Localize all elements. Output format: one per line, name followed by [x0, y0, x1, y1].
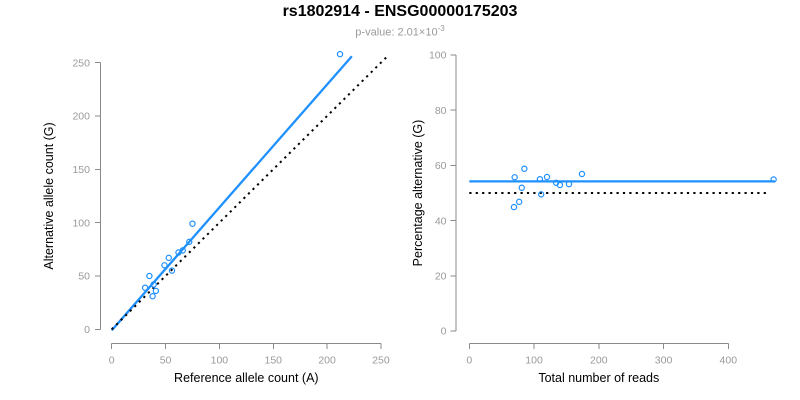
data-point — [149, 293, 156, 300]
data-point — [518, 184, 525, 191]
y-tick-label: 60 — [435, 160, 447, 172]
data-point — [161, 262, 168, 269]
x-tick-label: 250 — [372, 354, 390, 366]
data-point — [189, 220, 196, 227]
x-tick-label: 0 — [109, 354, 115, 366]
scatter-panel-left: 0 50 100 150 200 250 0 50 100 150 200 250 Reference … — [42, 50, 390, 385]
data-point — [141, 284, 149, 291]
data-point — [770, 176, 777, 183]
x-tick-label: 150 — [264, 354, 282, 366]
data-point — [336, 50, 344, 58]
data-point — [165, 254, 172, 262]
data-point — [168, 267, 176, 274]
x-tick-label: 50 — [160, 354, 172, 366]
pvalue-label: p-value: — [355, 26, 398, 39]
data-point — [510, 203, 518, 211]
data-point — [152, 287, 160, 295]
x-tick-label: 0 — [466, 354, 472, 366]
y-tick-label: 0 — [441, 326, 447, 338]
data-point — [511, 174, 518, 181]
y-axis-title: Alternative allele count (G) — [42, 122, 56, 269]
figure-title: rs1802914 - ENSG00000175203 — [282, 3, 518, 20]
x-tick-label: 400 — [720, 354, 738, 366]
y-axis-title: Percentage alternative (G) — [411, 120, 425, 267]
y-tick-label: 150 — [72, 164, 90, 176]
data-point — [146, 272, 153, 280]
data-point — [537, 191, 545, 198]
data-point — [578, 170, 586, 178]
y-tick-label: 40 — [435, 215, 447, 227]
x-tick-label: 100 — [211, 354, 229, 366]
data-point — [186, 238, 193, 246]
data-point — [536, 175, 544, 183]
y-tick-label: 50 — [78, 271, 90, 283]
x-tick-label: 200 — [318, 354, 336, 366]
y-tick-label: 80 — [435, 105, 447, 117]
regression-line — [110, 55, 353, 332]
x-tick-label: 100 — [525, 354, 543, 366]
data-point — [565, 180, 573, 188]
y-tick-label: 200 — [72, 111, 90, 123]
y-tick-label: 100 — [72, 217, 90, 229]
data-point — [521, 165, 528, 172]
pvalue-exponent: -3 — [437, 24, 445, 33]
y-tick-label: 100 — [429, 50, 447, 62]
y-tick-label: 0 — [84, 324, 90, 336]
figure-subtitle: p-value: 2.01×10-3 — [0, 24, 800, 39]
y-tick-label: 20 — [435, 271, 447, 283]
data-point — [515, 198, 523, 206]
pvalue-value: 2.01×10 — [397, 26, 438, 39]
y-tick-label: 250 — [72, 57, 90, 69]
scatter-panel-right: 0 20 40 60 80 100 0 100 200 300 400 Total number of… — [411, 50, 777, 385]
data-point — [556, 181, 564, 189]
x-tick-label: 300 — [655, 354, 673, 366]
data-point — [543, 173, 551, 181]
data-point — [150, 281, 157, 288]
data-point — [179, 247, 186, 254]
x-tick-label: 200 — [590, 354, 608, 366]
x-axis-title: Reference allele count (A) — [174, 371, 319, 385]
identity-line — [110, 55, 389, 331]
x-axis-title: Total number of reads — [538, 371, 659, 385]
